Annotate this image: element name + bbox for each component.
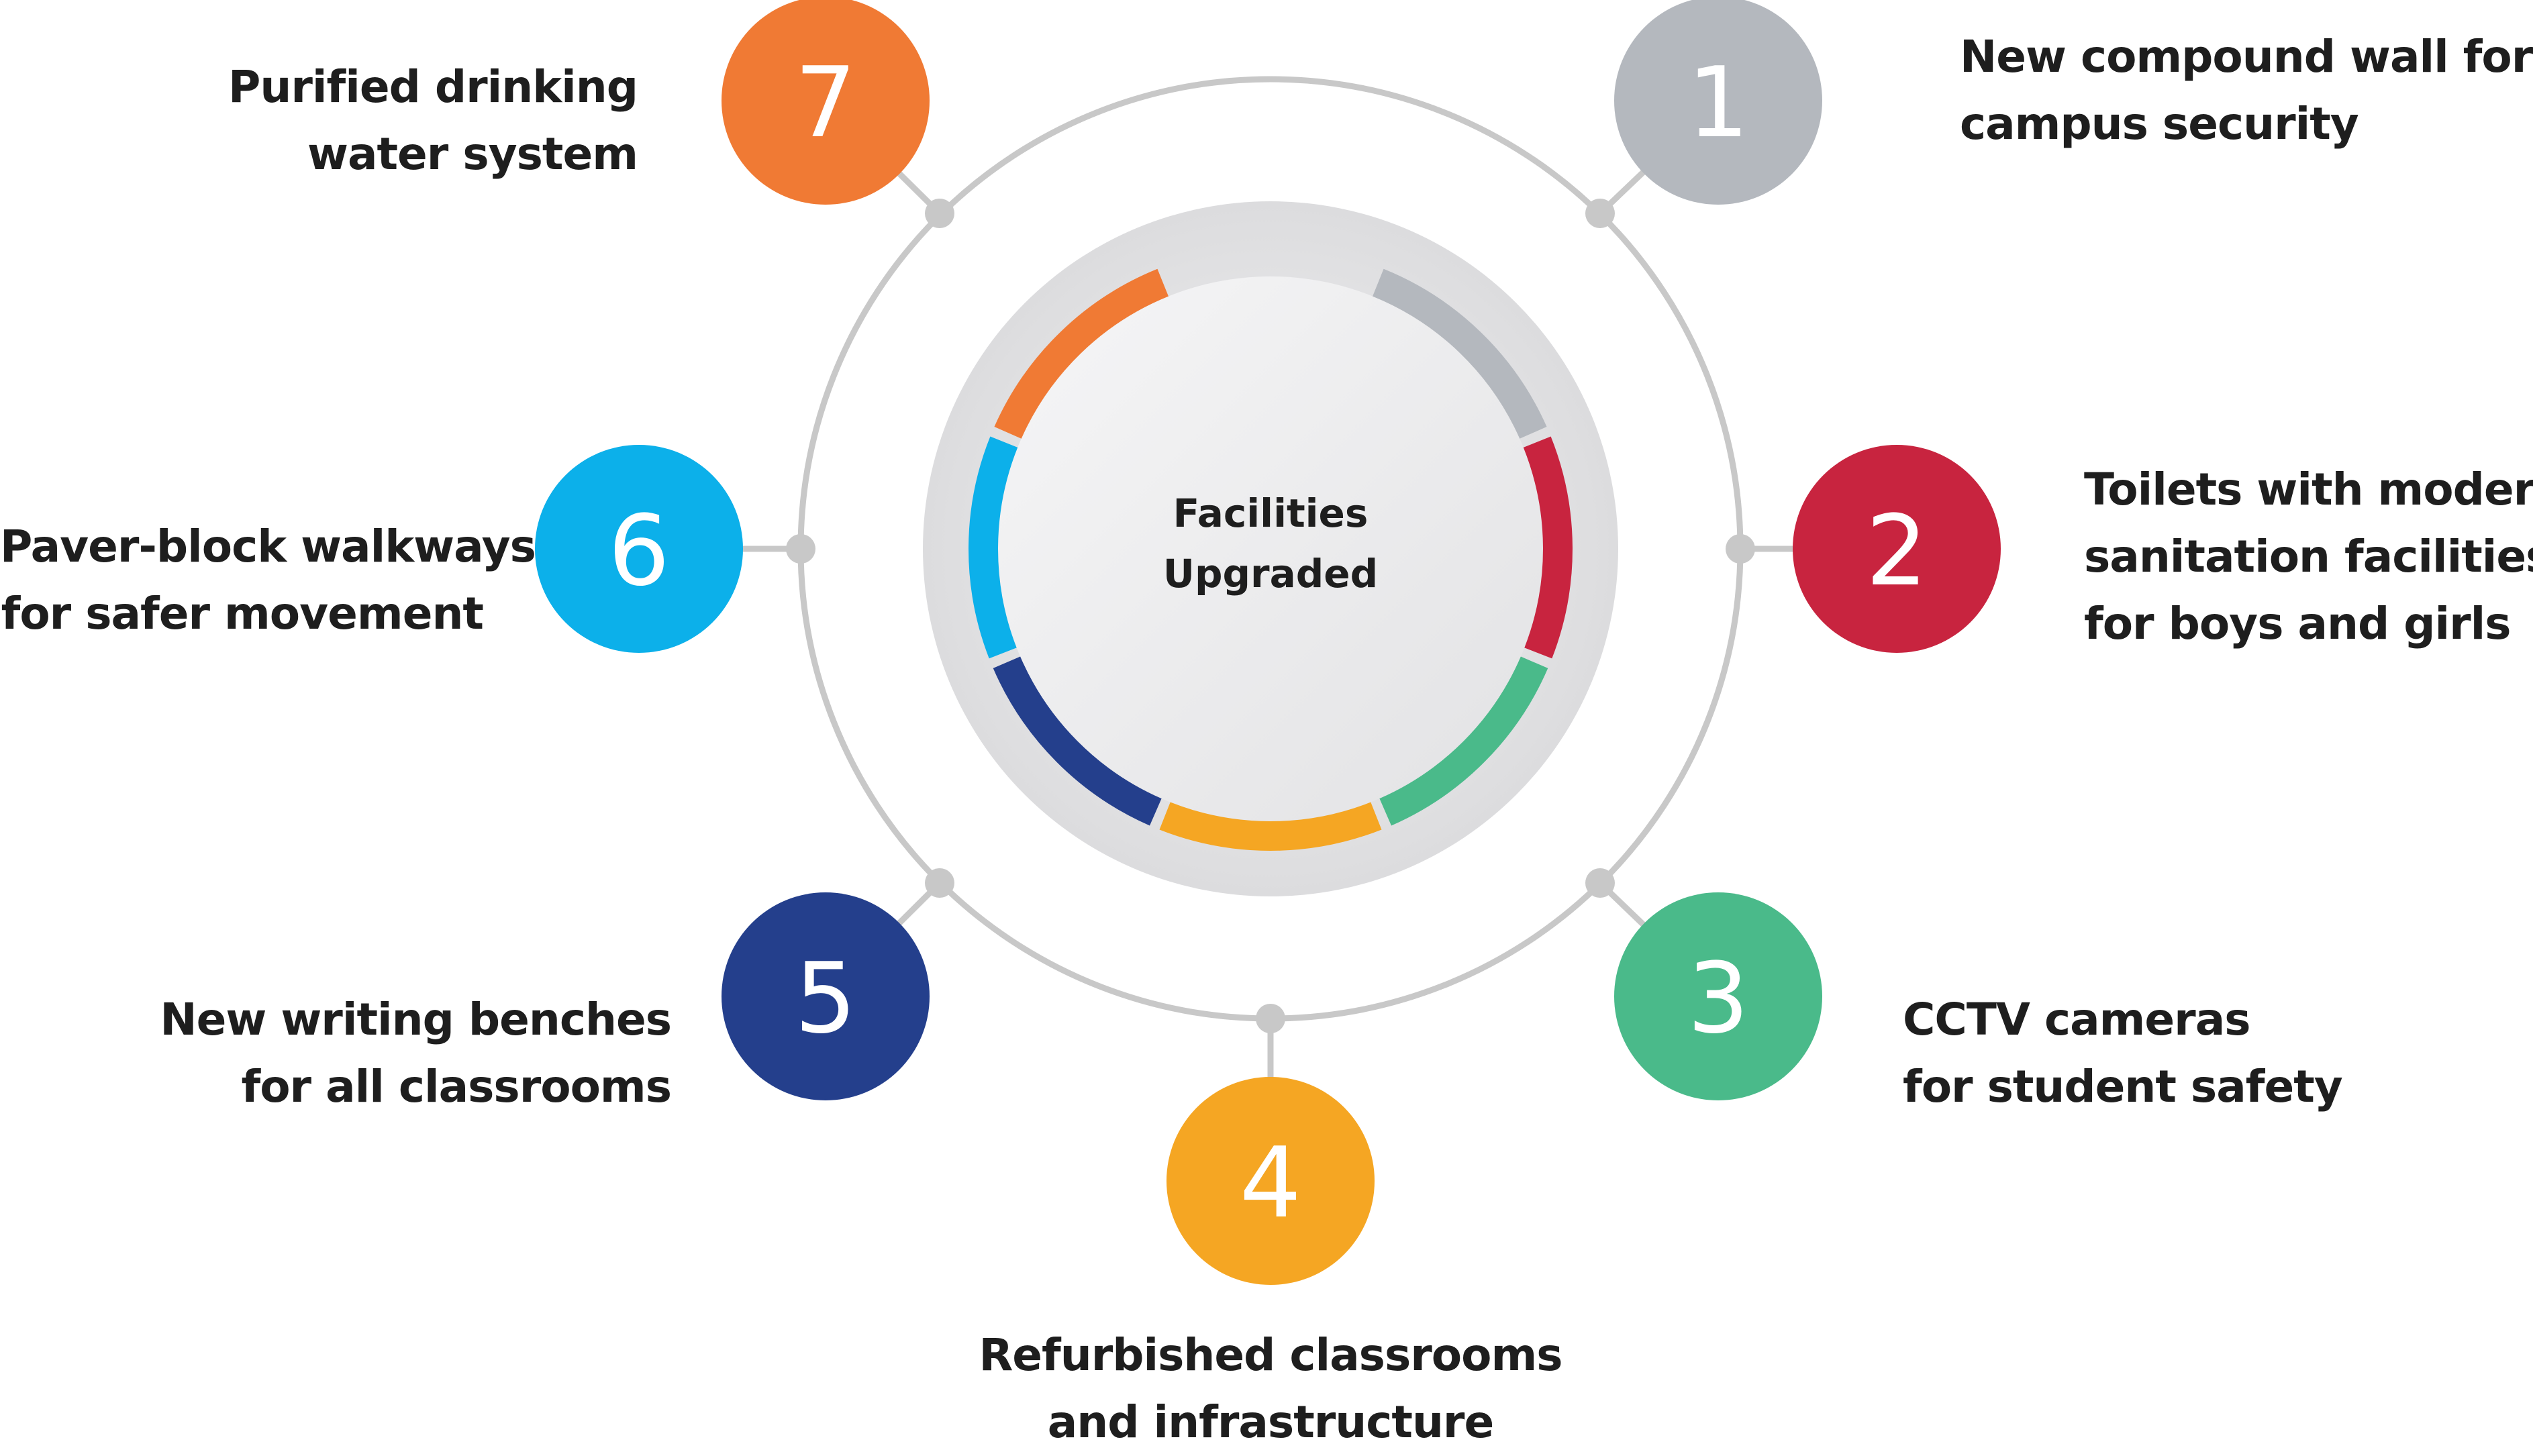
segment-6-arc	[968, 436, 1018, 659]
joint-dot-1	[1585, 199, 1615, 228]
segment-4-arc	[1159, 802, 1382, 851]
segment-1-arc	[1372, 268, 1547, 439]
label-4-line2: and infrastructure	[1047, 1396, 1495, 1448]
joint-dot-3	[1585, 868, 1615, 898]
step-circle-1	[1614, 0, 1822, 205]
step-number-1: 1	[1687, 46, 1749, 160]
joint-dot-5	[925, 868, 954, 898]
segment-5-arc	[993, 656, 1162, 826]
center-title-line2: Upgraded	[1163, 551, 1378, 596]
label-3-line1: CCTV cameras	[1903, 994, 2251, 1045]
center-title-line1: Facilities	[1173, 490, 1369, 536]
label-2: Toilets with modern sanitation facilitie…	[2084, 456, 2533, 658]
label-3-line2: for student safety	[1903, 1061, 2343, 1112]
segment-ring	[968, 268, 1573, 851]
label-5: New writing benches for all classrooms	[134, 986, 673, 1121]
label-7-line1: Purified drinking	[228, 61, 638, 113]
segment-7-arc	[994, 268, 1169, 439]
step-circle-7	[722, 0, 930, 205]
joint-dot-2	[1726, 534, 1755, 564]
label-6-line2: for safer movement	[1, 588, 484, 639]
joint-dot-7	[925, 199, 954, 228]
step-number-7: 7	[795, 46, 856, 160]
label-1-line1: New compound wall for	[1960, 31, 2533, 83]
step-number-2: 2	[1866, 495, 1928, 608]
label-7-line2: water system	[307, 128, 638, 180]
label-2-line3: for boys and girls	[2084, 598, 2512, 649]
label-3: CCTV cameras for student safety	[1903, 986, 2343, 1121]
step-number-5: 5	[795, 942, 856, 1055]
label-5-line1: New writing benches	[160, 994, 672, 1045]
label-2-line1: Toilets with modern	[2084, 464, 2533, 515]
label-5-line2: for all classrooms	[241, 1061, 673, 1112]
label-7: Purified drinking water system	[101, 54, 638, 188]
step-nodes: 1 2 3 4 5 6 7	[535, 0, 2001, 1285]
segment-3-arc	[1379, 656, 1548, 826]
step-circle-4	[1166, 1077, 1375, 1285]
step-circle-2	[1793, 445, 2001, 653]
center-inner-disc	[998, 276, 1543, 821]
step-circle-6	[535, 445, 743, 653]
step-number-6: 6	[608, 495, 670, 608]
step-number-3: 3	[1687, 942, 1749, 1055]
label-4: Refurbished classrooms and infrastructur…	[935, 1322, 1606, 1456]
label-2-line2: sanitation facilities	[2084, 531, 2533, 582]
label-1-line2: campus security	[1960, 98, 2359, 150]
label-6: Paver-block walkways for safer movement	[0, 513, 536, 647]
label-6-line1: Paver-block walkways	[0, 521, 536, 572]
segment-2-arc	[1523, 436, 1573, 659]
step-number-4: 4	[1240, 1127, 1301, 1240]
joint-dot-4	[1256, 1004, 1285, 1033]
joint-dot-6	[786, 534, 815, 564]
label-1: New compound wall for campus security	[1960, 23, 2533, 158]
step-circle-5	[722, 892, 930, 1100]
label-4-line1: Refurbished classrooms	[979, 1329, 1562, 1381]
step-circle-3	[1614, 892, 1822, 1100]
